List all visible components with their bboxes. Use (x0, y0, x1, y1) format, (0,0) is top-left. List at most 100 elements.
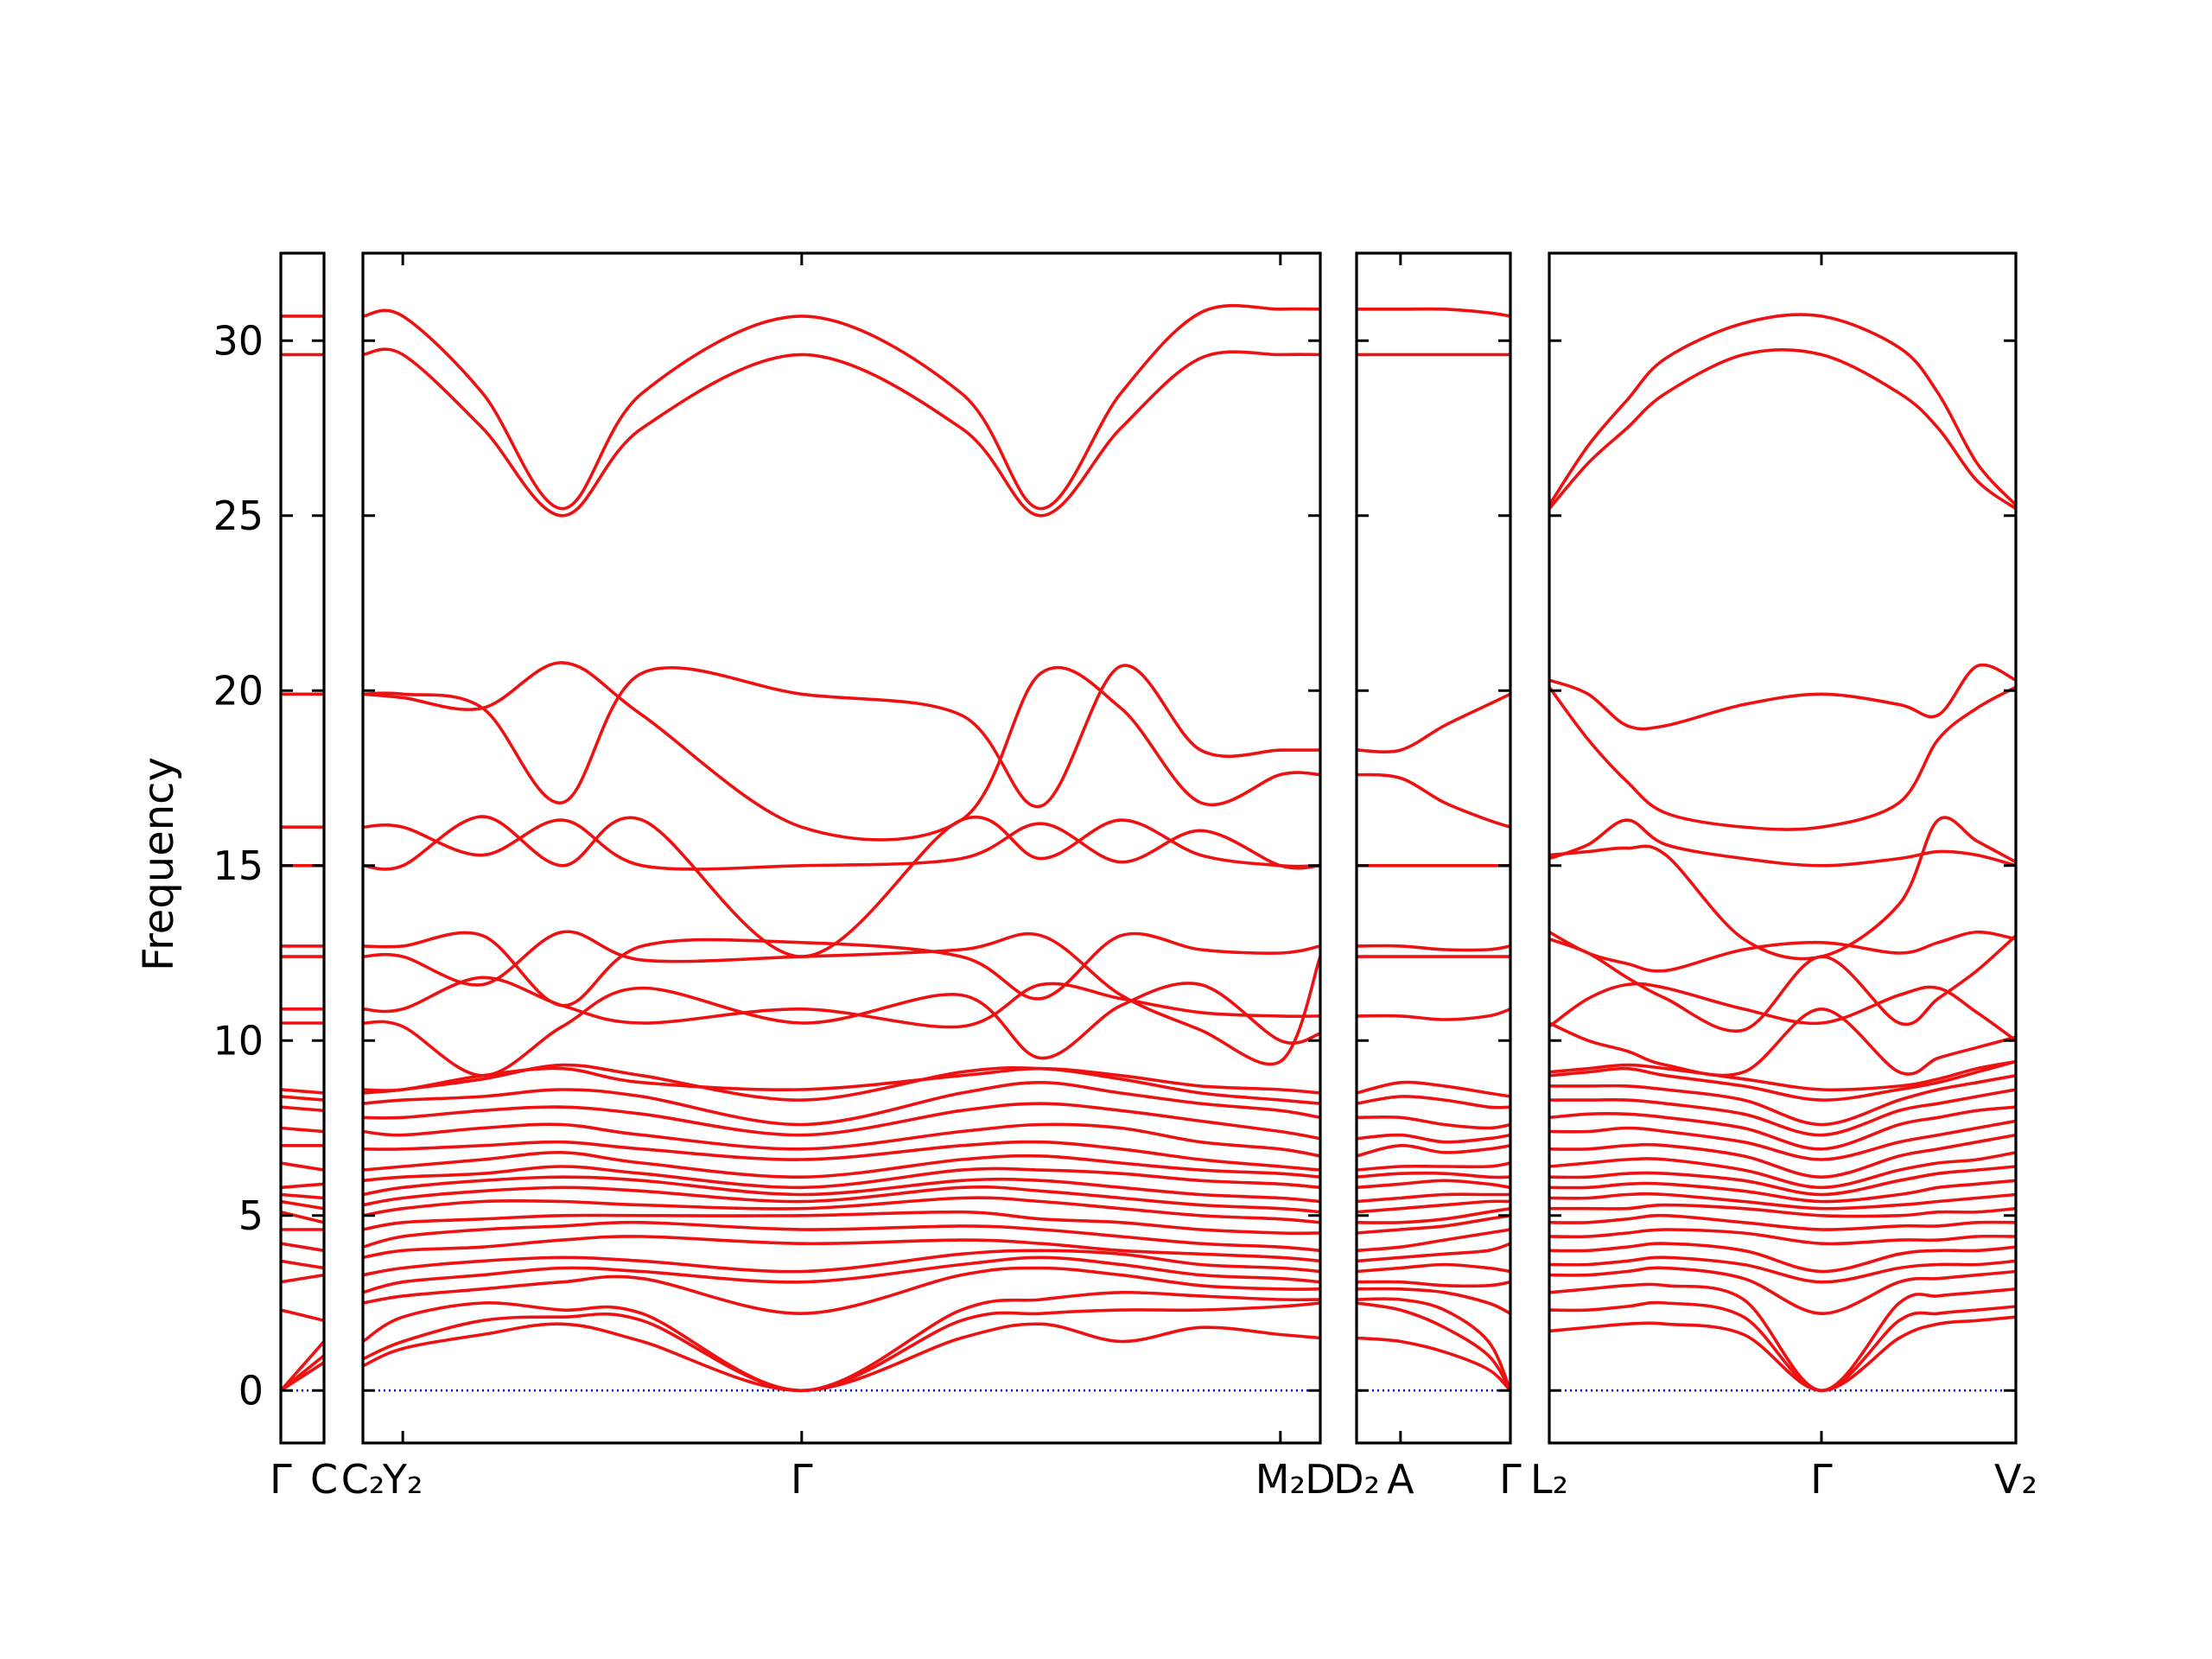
x-tick-label: Γ (791, 1456, 813, 1503)
band-line (1357, 1287, 1510, 1315)
band-line (281, 1273, 324, 1284)
band-line (1549, 1255, 2016, 1284)
band-line (363, 1063, 1320, 1105)
x-tick-label: V₂ (1994, 1456, 2037, 1503)
band-line (1357, 1192, 1510, 1204)
band-line (363, 1255, 1320, 1294)
band-line (363, 1165, 1320, 1190)
band-line (281, 1259, 324, 1270)
band-line (1549, 1228, 2016, 1246)
band-line (1549, 1242, 2016, 1274)
band-line (363, 1220, 1320, 1253)
band-line (1357, 1206, 1510, 1224)
band-line (1357, 1228, 1510, 1253)
x-tick-label: L₂ (1530, 1456, 1568, 1503)
band-line (363, 1185, 1320, 1214)
band-line (363, 1290, 1320, 1393)
band-line (363, 1249, 1320, 1277)
band-line (1549, 1074, 2016, 1127)
band-line (1549, 934, 2016, 1033)
band-line (281, 1126, 324, 1134)
band-line (1357, 1080, 1510, 1098)
band-line (1549, 816, 2016, 961)
band-line (1357, 1179, 1510, 1190)
band-line (1357, 692, 1510, 753)
x-tick-label: A (1387, 1456, 1414, 1503)
band-line (1549, 685, 2016, 831)
band-line (1357, 1199, 1510, 1214)
band-line (1357, 1133, 1510, 1144)
band-line (363, 1150, 1320, 1179)
band-line (1549, 1165, 2016, 1197)
band-line (1549, 930, 2016, 973)
band-line (281, 1210, 324, 1224)
y-tick-label: 5 (238, 1192, 264, 1239)
y-tick-label: 0 (238, 1367, 264, 1414)
y-tick-label: 10 (213, 1017, 264, 1064)
band-line (1357, 1171, 1510, 1179)
band-line (363, 347, 1320, 518)
y-tick-label: 15 (213, 842, 264, 889)
band-line (363, 1081, 1320, 1127)
band-line (363, 1196, 1320, 1224)
y-tick-label: 30 (213, 317, 264, 364)
band-line (1357, 1095, 1510, 1109)
band-line (363, 1322, 1320, 1393)
band-line (1357, 1301, 1510, 1392)
band-line (1549, 1315, 2016, 1393)
band-line (1549, 1300, 2016, 1393)
band-line (363, 1140, 1320, 1172)
band-line (1357, 1161, 1510, 1172)
panel-frame (1355, 251, 1512, 1445)
y-tick-label: 20 (213, 667, 264, 714)
band-line (1357, 1336, 1510, 1392)
band-line (363, 1122, 1320, 1158)
band-line (281, 1095, 324, 1102)
band-line (1357, 1297, 1510, 1392)
band-panel-4: L₂ Γ V₂ (1530, 251, 2037, 1503)
band-line (1357, 1214, 1510, 1235)
band-line (1549, 1059, 2016, 1102)
x-tick-label: C₂ (341, 1456, 385, 1503)
band-line (1549, 1105, 2016, 1151)
band-line (1549, 1119, 2016, 1161)
band-line (1549, 1266, 2016, 1316)
band-line (281, 1182, 324, 1190)
x-tick-label: Γ (270, 1456, 292, 1503)
band-line (281, 1088, 324, 1095)
band-line (363, 1102, 1320, 1141)
x-tick-label: Γ (1499, 1456, 1522, 1503)
band-line (363, 664, 1320, 809)
band-line (281, 1161, 324, 1172)
band-line (1357, 1007, 1510, 1021)
band-line (1549, 1192, 2016, 1211)
band-line (1549, 1059, 2016, 1092)
x-tick-label: C (310, 1456, 338, 1503)
band-line (363, 818, 1320, 871)
band-line (1549, 1203, 2016, 1218)
x-tick-label: D (1305, 1456, 1335, 1503)
band-line (363, 931, 1320, 1007)
band-line (1357, 1262, 1510, 1274)
band-line (1549, 1151, 2016, 1190)
band-line (1357, 1242, 1510, 1263)
band-line (363, 976, 1320, 1029)
band-line (281, 1192, 324, 1200)
panel-frame (1548, 251, 2018, 1445)
y-tick-label: 25 (213, 493, 264, 539)
band-line (1549, 663, 2016, 731)
band-line (1549, 313, 2016, 506)
x-tick-label: D₂ (1333, 1456, 1380, 1503)
band-line (1549, 1007, 2016, 1077)
x-tick-label: M₂ (1255, 1456, 1306, 1503)
band-line (1549, 1088, 2016, 1137)
band-panel-3: D₂ A Γ (1333, 251, 1522, 1503)
band-line (363, 1235, 1320, 1263)
band-line (1357, 1143, 1510, 1158)
band-line (363, 661, 1320, 842)
x-tick-label: Γ (1810, 1456, 1833, 1503)
band-line (363, 930, 1320, 1066)
band-line (281, 1199, 324, 1211)
